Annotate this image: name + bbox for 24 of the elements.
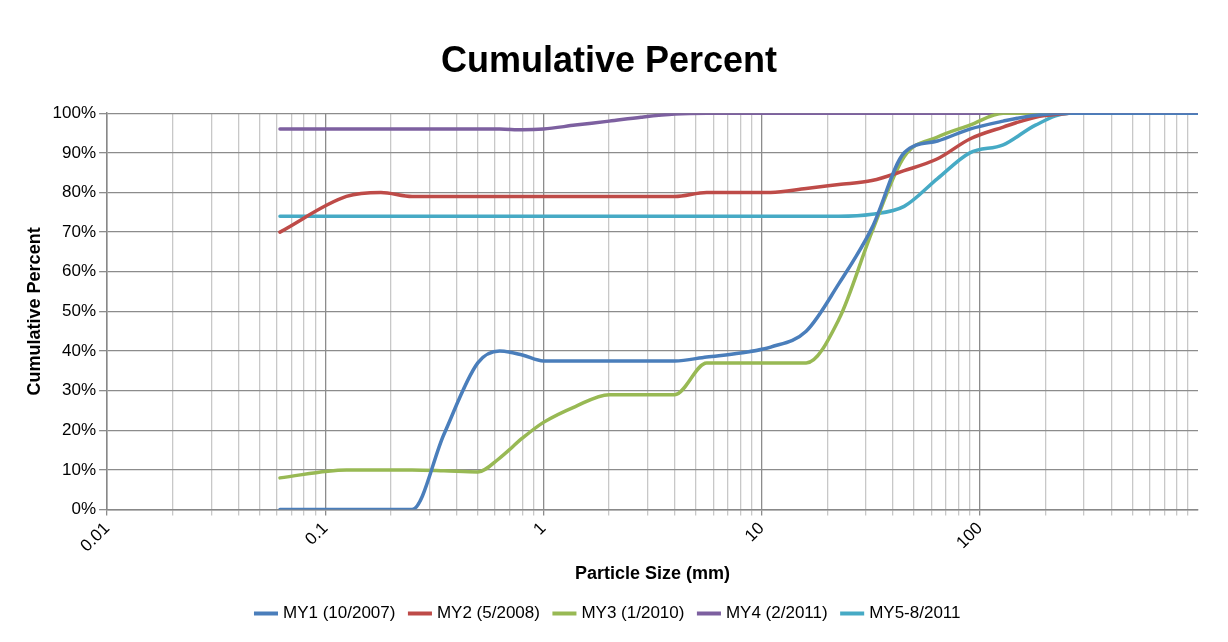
y-tick-label: 90%	[62, 142, 97, 162]
y-tick-label: 40%	[62, 340, 97, 360]
x-tick-label: 0.1	[301, 518, 332, 549]
legend-label: MY4 (2/2011)	[725, 603, 828, 623]
x-tick-label: 100	[952, 518, 986, 552]
x-tick-label: 1	[529, 518, 550, 539]
y-tick-label: 20%	[62, 419, 97, 439]
y-tick-label: 70%	[62, 221, 97, 241]
legend-label: MY2 (5/2008)	[436, 603, 540, 623]
y-axis-title: Cumulative Percent	[23, 227, 44, 396]
y-tick-label: 100%	[52, 102, 97, 122]
x-axis-title: Particle Size (mm)	[575, 563, 731, 584]
legend-label: MY5-8/2011	[869, 603, 961, 623]
y-tick-label: 60%	[62, 261, 97, 281]
y-tick-label: 30%	[62, 380, 97, 400]
y-tick-label: 80%	[62, 182, 97, 202]
y-tick-label: 50%	[62, 301, 97, 321]
legend-label: MY1 (10/2007)	[282, 603, 396, 623]
y-tick-label: 0%	[71, 499, 97, 519]
chart-title: Cumulative Percent	[440, 38, 778, 80]
y-tick-label: 10%	[62, 459, 97, 479]
x-tick-label: 10	[740, 518, 768, 546]
legend-label: MY3 (1/2010)	[581, 603, 685, 623]
x-tick-label: 0.01	[76, 518, 114, 556]
